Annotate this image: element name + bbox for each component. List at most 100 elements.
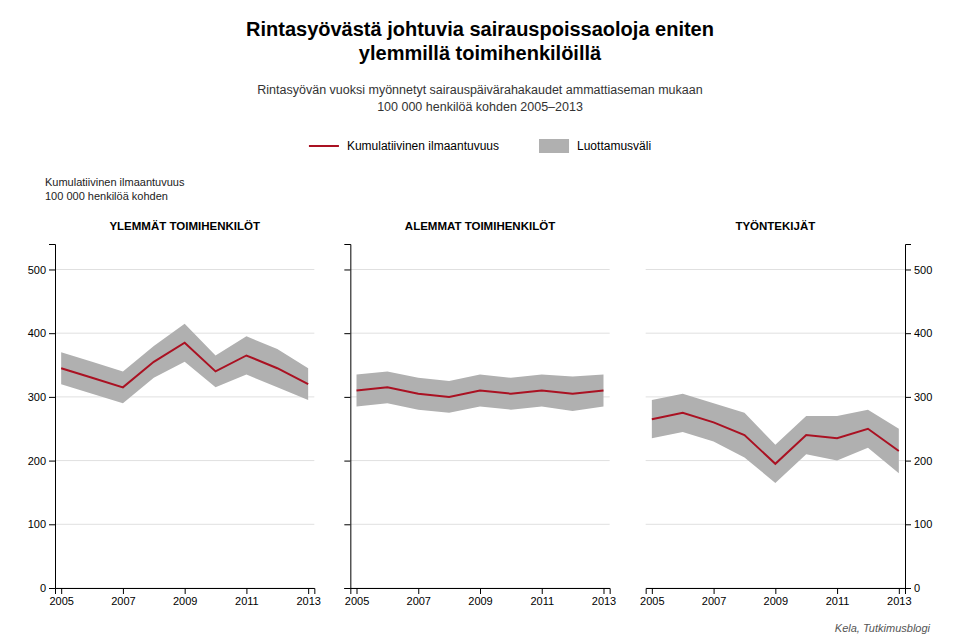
- tick-mark: [418, 588, 419, 594]
- tick-mark: [344, 333, 350, 334]
- tick-label: 200: [914, 455, 932, 467]
- tick: [344, 397, 350, 398]
- tick-label: 2005: [345, 595, 369, 607]
- plot-area: [61, 324, 308, 404]
- tick-mark: [185, 588, 186, 594]
- tick-mark: [344, 397, 350, 398]
- grid: [646, 269, 905, 588]
- tick-mark: [49, 588, 55, 589]
- line: [61, 343, 308, 388]
- tick: [344, 333, 350, 334]
- tick: 2013: [592, 588, 616, 607]
- tick-label: 2013: [592, 595, 616, 607]
- grid-line: [646, 269, 905, 270]
- tick-label: 2011: [826, 595, 850, 607]
- grid-line: [350, 524, 609, 525]
- y-axis-title: Kumulatiivinen ilmaantuvuus100 000 henki…: [45, 176, 185, 202]
- tick: 500: [905, 264, 932, 276]
- tick-mark: [246, 588, 247, 594]
- tick-label: 2005: [49, 595, 73, 607]
- tick-mark: [49, 461, 55, 462]
- confidence-band: [61, 324, 308, 404]
- x-axis: 2005 2007 2009 2011 2013: [49, 588, 320, 607]
- panel: 20052007200920112013: [344, 245, 616, 607]
- tick-mark: [344, 461, 350, 462]
- tick-label: 100: [28, 518, 46, 530]
- tick-mark: [344, 524, 350, 525]
- subtitle: Rintasyövän vuoksi myönnetyt sairauspäiv…: [257, 83, 702, 114]
- tick-mark: [480, 588, 481, 594]
- confidence-band: [652, 394, 899, 483]
- y-axis: [344, 245, 351, 589]
- tick-label: 2007: [407, 595, 431, 607]
- tick-label: 2011: [235, 595, 259, 607]
- tick: 2011: [235, 588, 259, 607]
- tick: 300: [905, 391, 932, 403]
- tick: 100: [905, 518, 932, 530]
- tick-label: 2007: [702, 595, 726, 607]
- tick-mark: [308, 588, 309, 594]
- tick: 100: [28, 518, 55, 530]
- tick: 2007: [702, 588, 726, 607]
- y-axis: 0100200300400500: [905, 245, 932, 595]
- tick: [344, 461, 350, 462]
- tick-mark: [905, 524, 911, 525]
- tick-label: 0: [40, 582, 46, 594]
- axis-line: [906, 245, 912, 589]
- tick: [344, 588, 350, 589]
- tick: 2013: [296, 588, 320, 607]
- tick: 2009: [468, 588, 492, 607]
- confidence-band: [357, 371, 604, 412]
- tick-label: 500: [28, 264, 46, 276]
- tick-label: 2009: [173, 595, 197, 607]
- panel-title: YLEMMÄT TOIMIHENKILÖT: [109, 220, 260, 232]
- axis-line: [56, 589, 315, 595]
- title: Rintasyövästä johtuvia sairauspoissaoloj…: [246, 18, 714, 64]
- tick: 2009: [173, 588, 197, 607]
- tick-mark: [344, 269, 350, 270]
- tick-mark: [905, 269, 911, 270]
- tick: 0: [40, 582, 55, 594]
- tick-label: 2005: [640, 595, 664, 607]
- legend-item: Luottamusväli: [539, 139, 651, 153]
- tick-label: 200: [28, 455, 46, 467]
- legend: Kumulatiivinen ilmaantuvuus Luottamusväli: [309, 139, 651, 153]
- tick-mark: [542, 588, 543, 594]
- tick-label: 2007: [111, 595, 135, 607]
- tick: 500: [28, 264, 55, 276]
- grid: [55, 269, 314, 588]
- tick-label: 2009: [764, 595, 788, 607]
- grid-line: [350, 460, 609, 461]
- tick-mark: [49, 397, 55, 398]
- tick-label: 400: [28, 327, 46, 339]
- line: [652, 413, 899, 464]
- grid-line: [646, 333, 905, 334]
- tick-mark: [905, 588, 911, 589]
- legend-swatch: [309, 145, 339, 147]
- legend-item: Kumulatiivinen ilmaantuvuus: [309, 139, 499, 153]
- tick: 2005: [49, 588, 73, 607]
- plot-area: [357, 371, 604, 412]
- panel: 200520072009201120130100200300400500: [640, 245, 932, 607]
- x-axis: 2005 2007 2009 2011 2013: [640, 588, 911, 607]
- tick-mark: [905, 397, 911, 398]
- panel-title: ALEMMAT TOIMIHENKILÖT: [405, 220, 555, 232]
- panel: 200520072009201120130100200300400500: [28, 245, 321, 607]
- tick-mark: [344, 588, 350, 589]
- axis-line: [49, 245, 56, 589]
- legend-swatch: [539, 139, 569, 153]
- grid-line: [646, 524, 905, 525]
- tick-mark: [775, 588, 776, 594]
- axis-line: [351, 589, 610, 595]
- x-axis: 20052007200920112013: [345, 588, 616, 607]
- tick-mark: [61, 588, 62, 594]
- tick-label: 300: [914, 391, 932, 403]
- tick: 0: [905, 582, 920, 594]
- tick-label: 2013: [887, 595, 911, 607]
- tick-label: 500: [914, 264, 932, 276]
- tick: 2013: [887, 588, 911, 607]
- grid-line: [55, 460, 314, 461]
- legend-label: Luottamusväli: [577, 139, 651, 153]
- tick-label: 0: [914, 582, 920, 594]
- tick-mark: [603, 588, 604, 594]
